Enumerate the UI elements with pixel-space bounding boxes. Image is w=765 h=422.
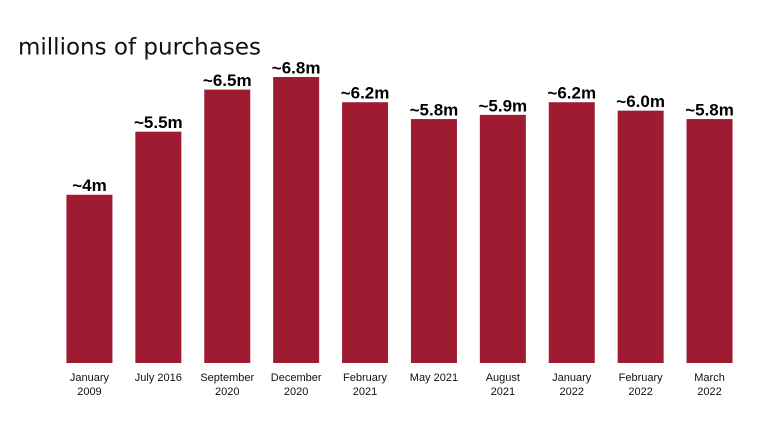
x-tick-label: September 2020 [200,372,254,398]
bar [204,89,251,363]
value-label: ~4m [72,176,107,195]
x-tick-label: August 2021 [486,372,520,398]
x-tick-label: February 2022 [619,372,664,398]
bar [686,119,733,363]
value-label: ~6.8m [272,58,321,77]
value-label: ~5.8m [410,101,459,120]
x-tick-label: January 2009 [70,372,110,398]
x-tick-label: May 2021 [410,372,458,384]
bar [410,119,457,363]
x-tick-label: January 2022 [552,372,592,398]
bar [66,194,113,363]
x-tick-label: July 2016 [135,372,182,384]
value-label: ~5.5m [134,113,183,132]
value-label: ~6.5m [203,71,252,90]
x-tick-label: February 2021 [343,372,388,398]
bar [548,102,595,363]
value-label: ~6.2m [341,84,390,103]
bar [135,131,182,363]
bar [479,114,526,364]
bar [342,102,389,363]
bar [273,77,320,363]
value-label: ~6.2m [547,84,596,103]
value-label: ~6.0m [616,92,665,111]
x-tick-label: December 2020 [271,372,322,398]
value-label: ~5.8m [685,101,734,120]
bar [617,110,664,363]
x-tick-label: March 2022 [694,372,725,398]
chart-title: millions of purchases [18,35,261,61]
value-label: ~5.9m [479,96,528,115]
